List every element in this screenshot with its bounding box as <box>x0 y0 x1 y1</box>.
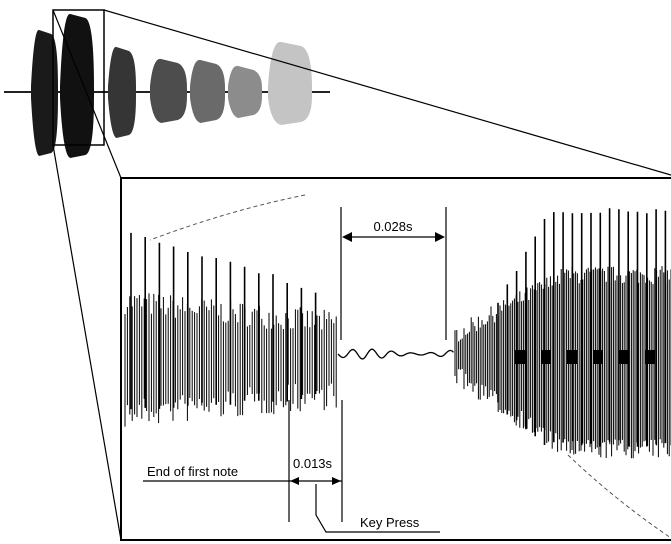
zoom-waveform-lines <box>124 208 671 459</box>
overview-waveform <box>4 13 330 158</box>
zoom-selection-box <box>52 9 105 146</box>
end-of-first-note-label: End of first note <box>147 464 238 479</box>
overview-note-5 <box>190 59 225 123</box>
interval-arrowhead-left <box>342 232 352 242</box>
waveform-node <box>541 350 551 364</box>
waveform-node <box>515 350 525 364</box>
overview-note-2 <box>60 13 94 158</box>
overview-notes <box>31 13 312 158</box>
overview-note-1 <box>31 29 58 156</box>
waveform-node <box>567 350 577 364</box>
key-press-leader <box>315 484 440 533</box>
gap-arrowhead-right <box>332 477 341 485</box>
overview-note-7 <box>268 41 312 125</box>
gap-label: 0.013s <box>293 456 333 471</box>
key-press-label: Key Press <box>360 515 420 530</box>
envelope-dashed-right <box>567 454 671 539</box>
gap-ripple <box>337 348 454 360</box>
waveform-node <box>619 350 629 364</box>
overview-note-6 <box>228 65 262 118</box>
gap-annotation <box>143 400 440 533</box>
waveform-node <box>645 350 655 364</box>
zoom-connector-lines <box>52 9 671 541</box>
waveform-node <box>593 350 603 364</box>
interval-arrowhead-right <box>435 232 445 242</box>
overview-note-4 <box>150 58 187 123</box>
interval-label: 0.028s <box>373 219 413 234</box>
gap-arrowhead-left <box>290 477 299 485</box>
overview-note-3 <box>108 46 136 138</box>
zoom-waveform <box>124 194 671 539</box>
interval-annotation <box>340 207 447 340</box>
envelope-dashed-left <box>149 194 306 241</box>
